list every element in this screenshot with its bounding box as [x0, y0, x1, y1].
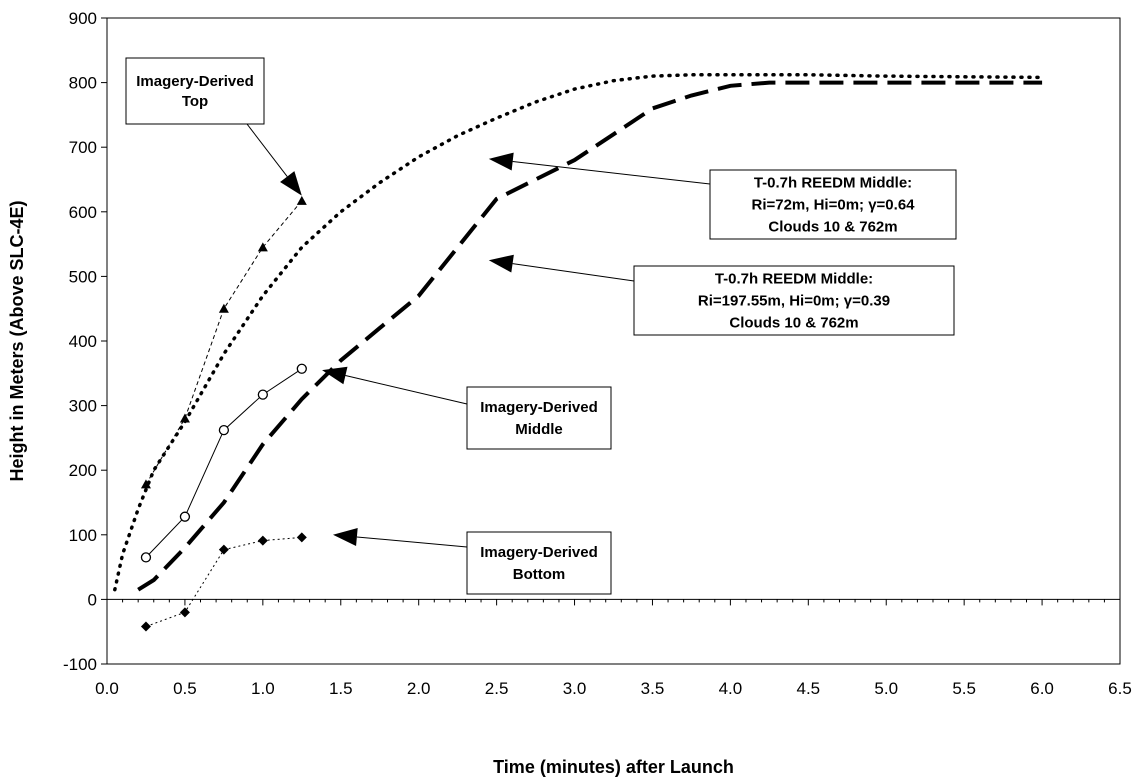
annotation-arrowhead [332, 528, 358, 546]
annotation-box [466, 531, 612, 595]
annotation-arrow-line [345, 375, 468, 405]
y-axis-title: Height in Meters (Above SLC-4E) [7, 200, 27, 481]
y-tick-label: 500 [69, 267, 97, 286]
middle-point-marker [140, 552, 152, 563]
annotation-box [466, 386, 612, 450]
x-tick-label: 1.5 [329, 679, 353, 698]
annotation-text: Clouds 10 & 762m [729, 315, 858, 332]
top-point-marker [179, 413, 190, 423]
x-tick-label: 4.5 [796, 679, 820, 698]
bottom-point-marker [218, 544, 229, 555]
top-point-marker [140, 479, 151, 489]
x-tick-label: 3.5 [641, 679, 665, 698]
annotation-text: Top [182, 93, 208, 110]
annotation-box [125, 57, 265, 125]
series-dashed-line [137, 80, 1043, 592]
series-dotted-line [113, 73, 1044, 592]
x-tick-label: 0.5 [173, 679, 197, 698]
x-tick-label: 2.5 [485, 679, 509, 698]
axis-ticks: 0.0 0.5 1.0 1.5 2.0 2.5 3.0 3.5 4.0 4.5 5.0 5.5 6.0 6… [63, 9, 1132, 698]
annotation-text: Imagery-Derived [480, 544, 598, 561]
y-tick-label: 300 [69, 397, 97, 416]
bottom-point-marker [179, 607, 190, 618]
annotation-arrowhead [322, 366, 348, 385]
annotation-callout: T-0.7h REEDM Middle: Ri=72m, Hi=0m; γ=0.6… [488, 152, 957, 240]
middle-point-marker [179, 511, 191, 522]
annotation-arrowhead [488, 152, 514, 171]
annotation-arrow-line [512, 161, 711, 185]
x-tick-label: 5.5 [952, 679, 976, 698]
bottom-point-marker [257, 535, 268, 546]
top-point-marker [218, 303, 229, 313]
top-point-marker [296, 195, 307, 205]
annotation-text: Clouds 10 & 762m [768, 219, 897, 236]
x-tick-label: 0.0 [95, 679, 119, 698]
bottom-point-marker [140, 621, 151, 632]
annotation-box [633, 265, 955, 336]
x-axis-title: Time (minutes) after Launch [493, 757, 734, 777]
annotation-arrowhead [280, 171, 302, 196]
plot-area [106, 17, 1121, 665]
annotation-arrow-line [246, 123, 288, 177]
x-tick-label: 5.0 [874, 679, 898, 698]
annotation-text: Ri=197.55m, Hi=0m; γ=0.39 [698, 293, 890, 310]
x-tick-label: 2.0 [407, 679, 431, 698]
middle-point-marker [257, 389, 268, 400]
x-tick-label: 4.0 [719, 679, 743, 698]
annotation-box [709, 169, 957, 240]
annotation-text: Middle [515, 421, 563, 438]
annotation-text: T-0.7h REEDM Middle: [715, 271, 873, 288]
annotation-callout: Imagery-Derived Top [125, 57, 302, 196]
annotation-callout: Imagery-Derived Middle [322, 366, 612, 450]
bottom-point-marker [296, 532, 307, 543]
y-tick-label: 0 [88, 590, 97, 609]
middle-point-marker [218, 424, 230, 436]
annotation-text: Ri=72m, Hi=0m; γ=0.64 [751, 197, 915, 214]
annotation-text: Bottom [513, 566, 566, 583]
series-top-line [145, 200, 303, 485]
y-tick-label: 600 [69, 203, 97, 222]
annotations: Imagery-Derived Top T-0.7h REEDM Middle: Ri… [125, 57, 957, 595]
series-layer [113, 73, 1044, 632]
x-tick-label: 6.0 [1030, 679, 1054, 698]
annotation-text: Imagery-Derived [136, 73, 254, 90]
annotation-text: Imagery-Derived [480, 399, 598, 416]
y-tick-label: 100 [69, 526, 97, 545]
y-tick-label: 700 [69, 138, 97, 157]
top-point-marker [257, 242, 268, 252]
y-tick-label: 200 [69, 461, 97, 480]
annotation-arrow-line [512, 263, 635, 282]
annotation-callout: Imagery-Derived Bottom [332, 528, 612, 595]
y-tick-label: -100 [63, 655, 97, 674]
y-tick-label: 800 [69, 74, 97, 93]
annotation-arrowhead [488, 254, 514, 273]
annotation-text: T-0.7h REEDM Middle: [754, 175, 912, 192]
x-tick-label: 6.5 [1108, 679, 1132, 698]
middle-point-marker [296, 363, 307, 374]
y-tick-label: 900 [69, 9, 97, 28]
y-tick-label: 400 [69, 332, 97, 351]
annotation-arrow-line [356, 536, 468, 548]
x-tick-label: 1.0 [251, 679, 275, 698]
annotation-callout: T-0.7h REEDM Middle: Ri=197.55m, Hi=0m; γ… [488, 254, 955, 336]
x-tick-label: 3.0 [563, 679, 587, 698]
